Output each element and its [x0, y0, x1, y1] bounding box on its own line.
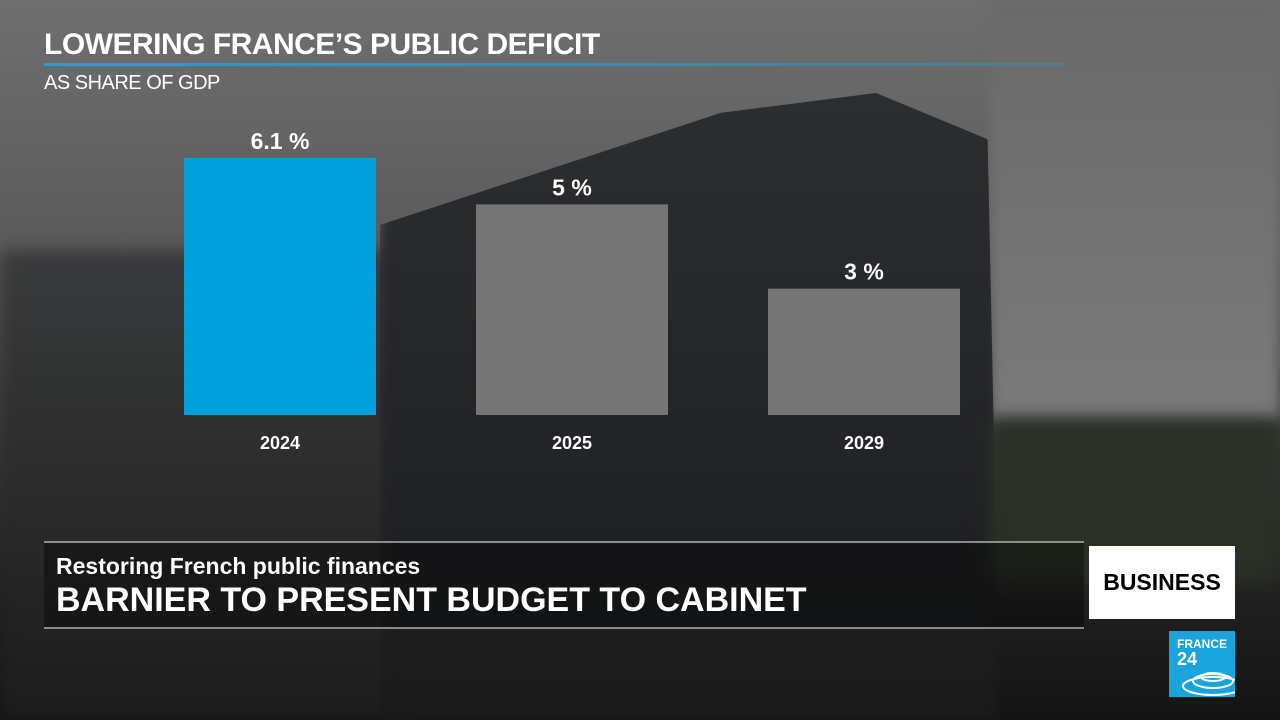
logo-waves-icon: [1182, 672, 1235, 696]
bar-2025: [476, 204, 668, 415]
kicker: Restoring French public finances: [56, 553, 421, 579]
headline: BARNIER TO PRESENT BUDGET TO CABINET: [56, 581, 807, 619]
section-badge: BUSINESS: [1089, 546, 1235, 619]
sky: [990, 0, 1280, 420]
lower-third: Restoring French public finances BARNIER…: [44, 541, 1084, 629]
bar-2029: [768, 288, 960, 415]
category-label: 2024: [260, 433, 300, 453]
bar-2024: [184, 158, 376, 415]
category-label: 2025: [552, 433, 592, 453]
logo-line2: 24: [1177, 649, 1198, 669]
title-rule: [44, 63, 1064, 66]
value-label: 3 %: [844, 259, 884, 285]
value-label: 5 %: [552, 174, 592, 200]
value-label: 6.1 %: [251, 128, 310, 154]
france24-logo: FRANCE 24: [1169, 631, 1235, 697]
logo-line1: FRANCE: [1177, 637, 1227, 651]
category-label: 2029: [844, 433, 884, 453]
chart-title: LOWERING FRANCE’S PUBLIC DEFICIT: [44, 28, 600, 61]
chart-subtitle: AS SHARE OF GDP: [44, 72, 220, 94]
